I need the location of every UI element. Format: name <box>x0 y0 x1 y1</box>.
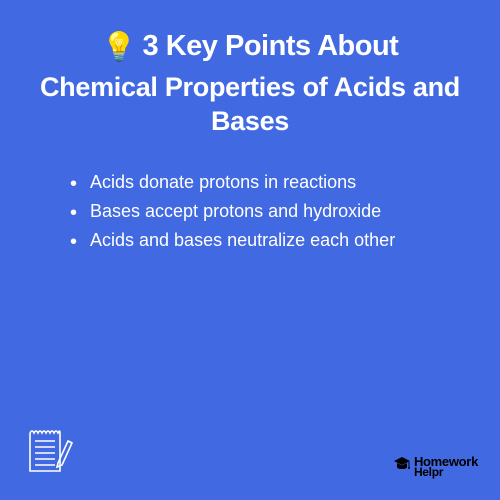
lightbulb-icon: 💡 <box>102 30 137 63</box>
notepad-icon <box>20 421 76 482</box>
subtitle: Chemical Properties of Acids and Bases <box>30 71 470 139</box>
points-list: Acids donate protons in reactions Bases … <box>0 149 500 254</box>
logo-text: Homework Helpr <box>414 456 478 477</box>
title-row: 💡 3 Key Points About <box>30 30 470 63</box>
list-item: Bases accept protons and hydroxide <box>70 198 450 225</box>
graduation-cap-icon <box>392 455 412 478</box>
brand-logo: Homework Helpr <box>392 455 478 478</box>
main-title: 3 Key Points About <box>143 30 399 63</box>
list-item: Acids and bases neutralize each other <box>70 227 450 254</box>
header: 💡 3 Key Points About Chemical Properties… <box>0 0 500 149</box>
list-item: Acids donate protons in reactions <box>70 169 450 196</box>
